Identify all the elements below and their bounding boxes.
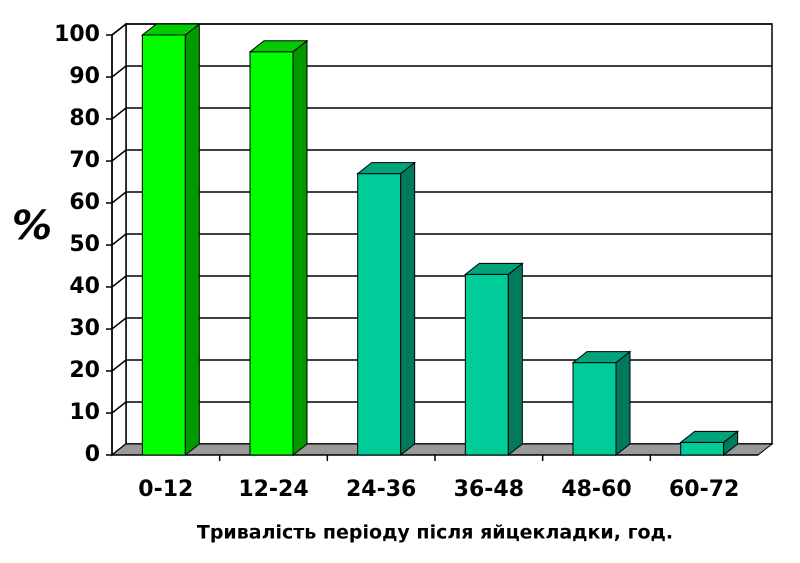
grid-line — [111, 317, 772, 330]
bar — [679, 430, 740, 457]
bar-top-shade — [357, 162, 415, 174]
grid-line — [111, 401, 772, 414]
bar-front — [680, 441, 725, 456]
x-tick-label: 48-60 — [561, 477, 631, 502]
grid-line — [111, 149, 772, 162]
grid-line — [111, 65, 772, 78]
x-tick-label: 24-36 — [346, 477, 416, 502]
x-tick-label: 60-72 — [669, 477, 739, 502]
bar-top-shade — [680, 431, 738, 443]
bar-front — [357, 173, 402, 456]
y-tick-label: 50 — [69, 232, 100, 257]
y-axis-label: % — [12, 203, 52, 249]
y-tick-label: 0 — [85, 442, 100, 467]
grid-line — [111, 233, 772, 246]
bar-top-shade — [250, 40, 307, 52]
bar-top-shade — [465, 263, 523, 275]
bar — [140, 22, 201, 457]
grid-line — [111, 275, 772, 288]
grid-line — [111, 359, 772, 372]
grid-line — [111, 23, 772, 36]
bar-side-shade — [508, 263, 523, 455]
bar-top — [248, 40, 309, 53]
y-tick-label: 60 — [69, 190, 100, 215]
bar-front — [464, 273, 509, 456]
bar-top — [356, 162, 417, 175]
y-tick-label: 70 — [69, 148, 100, 173]
y-tick-label: 80 — [69, 106, 100, 131]
grid-line — [111, 191, 772, 204]
bar-top-shade — [573, 351, 630, 363]
y-tick-label: 20 — [69, 358, 100, 383]
bar-top — [140, 23, 201, 36]
bar-side-shade — [400, 162, 415, 455]
bar-front — [572, 362, 617, 456]
y-tick-label: 30 — [69, 316, 100, 341]
grid-line — [111, 107, 772, 120]
bar-side-shade — [293, 40, 307, 456]
bar-front — [249, 51, 294, 456]
y-tick-label: 90 — [69, 64, 100, 89]
y-tick-label: 10 — [69, 400, 100, 425]
floor — [110, 443, 774, 456]
x-tick-label: 12-24 — [238, 477, 308, 502]
bar — [248, 39, 309, 457]
bar-top — [463, 262, 524, 275]
x-tick-label: 36-48 — [454, 477, 524, 502]
bar — [463, 262, 524, 457]
bar-top — [679, 430, 740, 443]
y-tick-label: 100 — [54, 22, 100, 47]
bar-side-shade — [185, 24, 200, 455]
bar-top-shade — [142, 24, 200, 35]
bar-side-shade — [723, 431, 738, 455]
bar — [356, 161, 417, 457]
bar-side-shade — [616, 351, 630, 455]
bar-front — [141, 34, 186, 456]
y-tick-label: 40 — [69, 274, 100, 299]
bar — [571, 350, 632, 457]
bar-top — [571, 351, 632, 364]
x-axis-label: Тривалість періоду після яйцекладки, год… — [197, 522, 673, 544]
x-tick-label: 0-12 — [138, 477, 193, 502]
